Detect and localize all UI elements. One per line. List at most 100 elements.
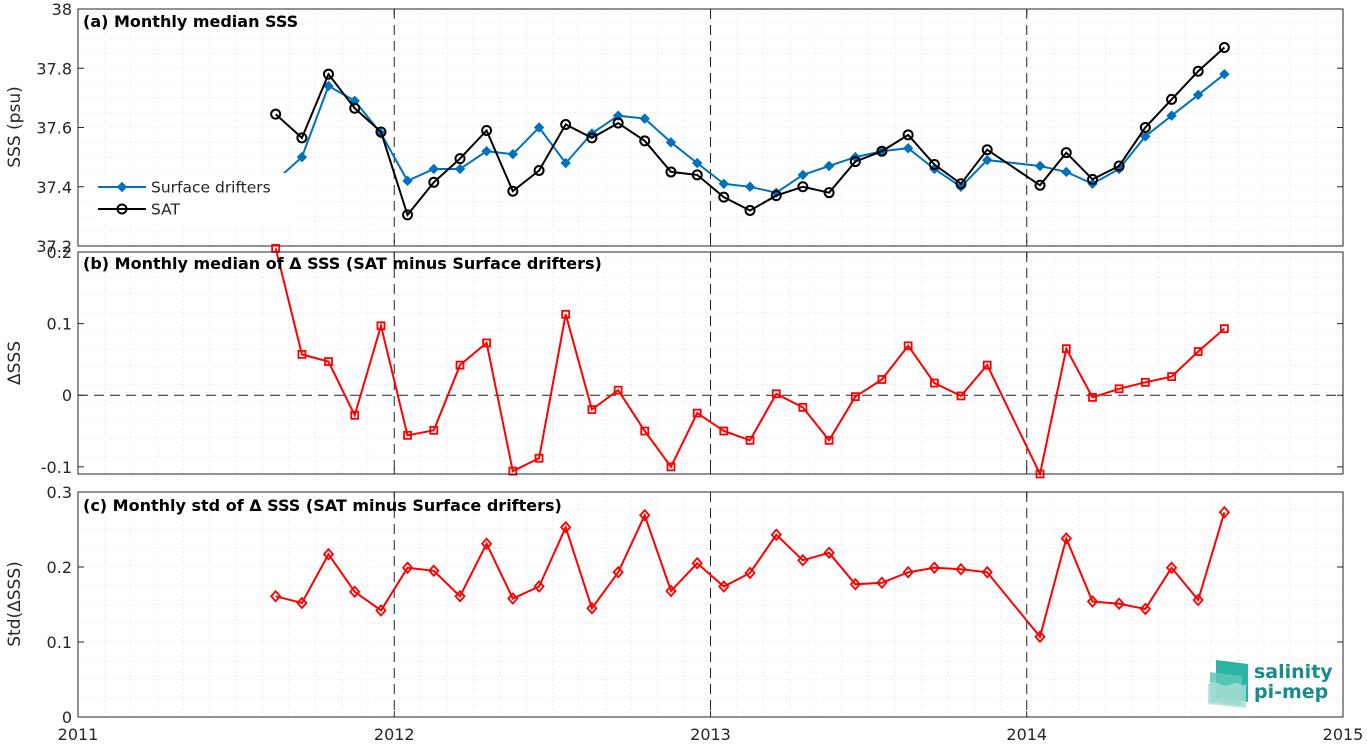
data-point — [297, 350, 307, 359]
data-point — [955, 181, 967, 192]
data-point — [533, 122, 545, 133]
series-line-a-1 — [275, 46, 1226, 217]
data-point — [797, 553, 809, 567]
data-point — [744, 181, 756, 192]
data-point — [719, 426, 729, 436]
data-point — [559, 520, 572, 534]
data-point — [1061, 344, 1071, 354]
data-point — [454, 589, 466, 603]
data-point — [482, 338, 491, 348]
data-point — [798, 402, 808, 412]
data-point — [902, 143, 914, 154]
data-point — [428, 564, 440, 578]
data-point — [902, 565, 914, 579]
y-tick-label: 0.1 — [47, 633, 72, 652]
data-point — [849, 577, 862, 591]
data-point — [876, 145, 888, 157]
data-point — [401, 561, 414, 575]
data-point — [1086, 595, 1099, 608]
data-point — [718, 178, 729, 189]
data-point — [612, 117, 624, 129]
legend-marker-drifters — [116, 181, 128, 193]
data-point — [1088, 392, 1097, 402]
data-point — [560, 119, 572, 131]
panel-a: 37.2 37.4 37.6 37.8 38 (a) Monthly median SS… — [5, 0, 1344, 256]
data-point — [322, 547, 335, 561]
data-point — [403, 430, 412, 440]
data-point — [376, 321, 386, 331]
data-point — [507, 148, 519, 160]
data-point — [560, 157, 571, 169]
data-point — [692, 157, 703, 169]
data-point — [428, 176, 440, 188]
y-tick-label: 0 — [62, 708, 72, 727]
data-point — [1087, 173, 1099, 185]
panel-c-title: (c) Monthly std of Δ SSS (SAT minus Surf… — [83, 496, 562, 515]
data-point — [718, 580, 730, 593]
legend: Surface drifters SAT — [92, 173, 296, 223]
data-point — [1034, 630, 1046, 644]
panel-c-ylabel: Std(ΔSSS) — [5, 561, 25, 647]
data-point — [349, 102, 361, 114]
data-point — [928, 159, 940, 171]
data-point — [1139, 122, 1151, 133]
data-point — [665, 584, 677, 598]
logo-text-line1: salinity — [1254, 661, 1333, 683]
data-point — [902, 129, 914, 141]
data-point — [507, 592, 519, 605]
data-point — [639, 135, 651, 147]
data-point — [824, 435, 834, 445]
data-point — [982, 360, 992, 370]
y-tick-label: 38 — [52, 0, 72, 19]
data-point — [1218, 42, 1230, 54]
x-tick-label: 2015 — [1323, 725, 1364, 744]
data-point — [903, 341, 913, 351]
data-point — [639, 113, 650, 124]
data-point — [639, 508, 651, 522]
data-point — [1193, 347, 1203, 356]
data-point — [823, 160, 835, 172]
data-point — [454, 163, 466, 175]
data-point — [322, 68, 334, 80]
data-point — [402, 175, 413, 187]
panel-b-ylabel: ΔSSS — [5, 341, 25, 385]
data-point — [323, 80, 334, 92]
data-point — [665, 166, 677, 178]
y-tick-label: 0.1 — [47, 315, 72, 334]
data-point — [350, 410, 360, 420]
panel-b-grid — [78, 252, 1343, 475]
legend-label-drifters: Surface drifters — [151, 179, 271, 197]
logo-text-line2: pi-mep — [1254, 681, 1328, 703]
data-point — [508, 466, 518, 476]
data-point — [665, 137, 677, 148]
data-point — [1139, 602, 1152, 616]
data-point — [955, 178, 967, 190]
panel-c: 0 0.1 0.2 0.3 2011 2012 2013 2014 2015 (c) Mont… — [5, 483, 1363, 744]
data-point — [771, 389, 781, 399]
panel-c-xticks: 2011 2012 2013 2014 2015 — [58, 725, 1364, 744]
panel-c-series — [269, 505, 1231, 644]
data-point — [1192, 65, 1204, 77]
data-point — [375, 604, 387, 617]
logo-wave-icon — [1208, 660, 1248, 708]
data-point — [269, 589, 282, 603]
y-tick-label: 37.8 — [36, 59, 72, 78]
data-point — [296, 132, 308, 144]
data-point — [1220, 324, 1229, 334]
data-point — [849, 156, 861, 168]
data-point — [691, 556, 703, 570]
data-point — [533, 164, 545, 176]
y-tick-label: 0.3 — [47, 483, 72, 502]
data-point — [402, 209, 414, 221]
data-point — [745, 435, 755, 445]
data-point — [1060, 532, 1072, 545]
data-point — [533, 580, 545, 593]
data-point — [1140, 377, 1150, 387]
data-point — [507, 185, 519, 197]
data-point — [823, 187, 835, 199]
panel-a-ylabel: SSS (psu) — [5, 86, 25, 167]
data-point — [561, 309, 571, 319]
data-point — [1219, 68, 1230, 80]
data-point — [956, 391, 966, 401]
data-point — [1167, 372, 1176, 382]
